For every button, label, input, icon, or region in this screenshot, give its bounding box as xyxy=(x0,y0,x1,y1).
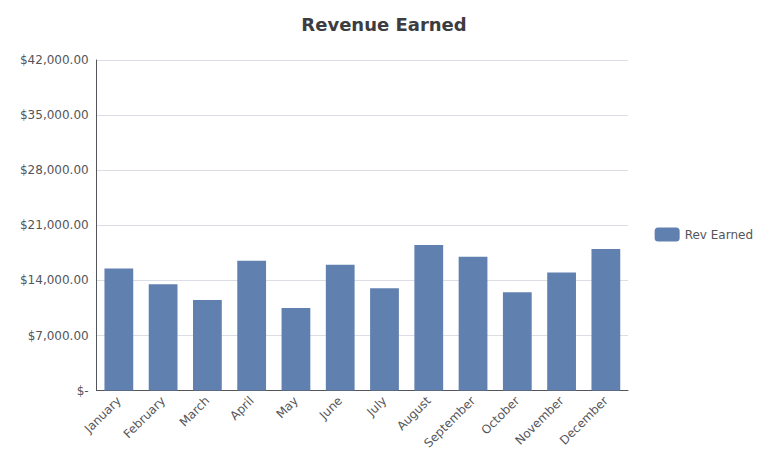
svg-text:March: March xyxy=(177,394,213,430)
svg-text:December: December xyxy=(557,394,611,448)
svg-text:$28,000.00: $28,000.00 xyxy=(20,163,89,177)
svg-text:$-: $- xyxy=(77,384,89,398)
svg-text:January: January xyxy=(81,394,124,437)
svg-text:May: May xyxy=(273,394,300,421)
svg-text:August: August xyxy=(394,393,434,433)
svg-text:$14,000.00: $14,000.00 xyxy=(20,273,89,287)
svg-text:$42,000.00: $42,000.00 xyxy=(20,53,89,67)
svg-text:February: February xyxy=(121,394,168,441)
svg-text:Revenue Earned: Revenue Earned xyxy=(301,14,466,35)
svg-text:Rev Earned: Rev Earned xyxy=(685,228,753,242)
svg-text:September: September xyxy=(421,394,478,451)
svg-text:$21,000.00: $21,000.00 xyxy=(20,218,89,232)
svg-text:November: November xyxy=(512,393,567,448)
svg-text:October: October xyxy=(478,394,522,438)
svg-text:July: July xyxy=(364,394,390,420)
svg-text:April: April xyxy=(227,394,256,423)
svg-text:$7,000.00: $7,000.00 xyxy=(28,329,89,343)
svg-text:June: June xyxy=(316,394,345,423)
svg-text:$35,000.00: $35,000.00 xyxy=(20,108,89,122)
